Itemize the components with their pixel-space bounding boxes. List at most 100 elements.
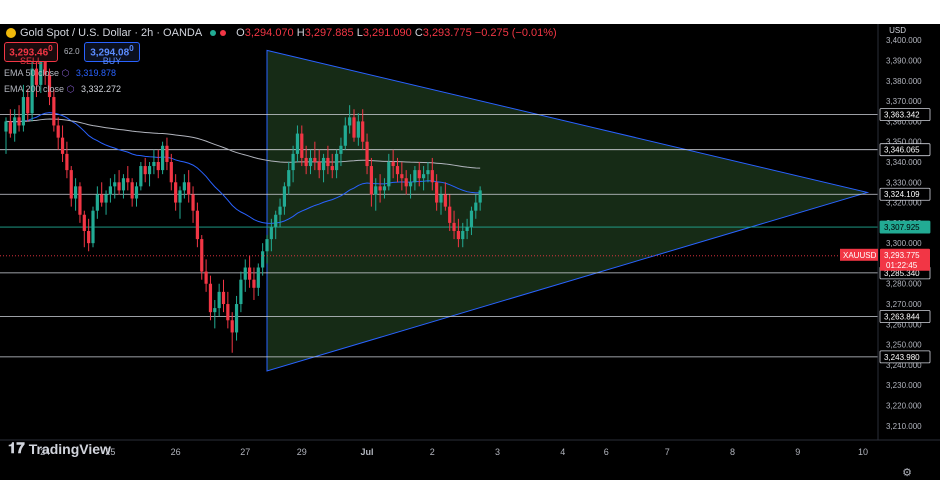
candle-21: [95, 186, 99, 219]
candle-body-73: [321, 157, 326, 171]
candle-39: [174, 174, 178, 211]
candle-67: [295, 125, 300, 162]
candle-body-40: [178, 190, 182, 203]
candle-43: [191, 186, 195, 223]
x-tick-label-3: 27: [240, 447, 250, 457]
candle-19: [87, 218, 91, 252]
candle-body-62: [274, 214, 278, 227]
y-tick-label-9: 3,300.000: [886, 239, 922, 248]
candle-34: [152, 149, 156, 175]
candle-99: [435, 174, 439, 211]
candle-92: [404, 170, 408, 195]
candle-66: [291, 145, 295, 183]
candle-35: [156, 149, 160, 179]
ema50-line: [5, 112, 481, 224]
y-tick-label-2: 3,230.000: [886, 381, 922, 390]
candle-90: [395, 157, 400, 183]
candle-58: [256, 263, 260, 296]
candle-28: [126, 166, 130, 191]
price-change: −0.275 (−0.01%): [474, 27, 557, 39]
candle-body-49: [217, 291, 221, 309]
y-tick-label-5: 3,260.000: [886, 320, 922, 329]
candle-77: [339, 137, 343, 167]
candle-15: [69, 166, 73, 207]
currency-label[interactable]: USD: [889, 26, 906, 35]
indicator-ema50[interactable]: EMA 50 close ⬡ 3,319.878: [4, 68, 116, 78]
candle-body-80: [352, 117, 356, 138]
y-tick-label-4: 3,250.000: [886, 341, 922, 350]
candle-86: [378, 174, 382, 203]
candle-10: [47, 68, 52, 106]
candle-50: [221, 279, 226, 313]
y-tick-label-6: 3,270.000: [886, 300, 922, 309]
candle-body-6: [30, 68, 34, 114]
ema200-settings-icon[interactable]: ⬡: [66, 84, 75, 94]
candle-body-42: [187, 182, 191, 195]
candle-body-104: [456, 230, 460, 240]
candle-body-12: [56, 125, 60, 138]
candle-body-96: [422, 174, 426, 179]
candle-body-70: [308, 157, 313, 167]
candle-body-102: [448, 206, 452, 223]
candle-25: [113, 174, 117, 199]
candle-body-0: [4, 121, 8, 132]
candle-82: [361, 109, 365, 150]
candle-body-65: [287, 170, 291, 187]
x-tick-label-2: 26: [171, 447, 181, 457]
candle-body-89: [391, 161, 395, 167]
indicator-ema200[interactable]: EMA 200 close ⬡ 3,332.272: [4, 84, 121, 94]
market-open-dot-icon: [210, 30, 217, 36]
y-tick-label-15: 3,360.000: [886, 117, 922, 126]
tradingview-logo-icon: 𝟏𝟕: [8, 440, 25, 457]
candle-body-23: [104, 194, 108, 203]
candle-49: [217, 283, 221, 317]
data-status-dot-icon: [220, 30, 227, 36]
candle-53: [234, 295, 239, 341]
candle-body-64: [282, 186, 286, 207]
price-chart[interactable]: 3,210.000 3,220.000 3,230.000 3,240.000 3,25…: [0, 24, 940, 480]
gold-coin-icon: [6, 28, 16, 38]
candle-body-5: [26, 97, 30, 114]
candle-body-2: [13, 117, 17, 134]
candle-26: [117, 170, 121, 195]
candle-69: [304, 145, 308, 175]
candle-70: [308, 149, 313, 175]
candle-2: [13, 109, 17, 142]
candle-body-56: [248, 267, 252, 280]
sell-button[interactable]: 3,293.460 SELL: [4, 42, 58, 66]
candle-body-98: [430, 170, 434, 183]
candle-body-44: [195, 210, 199, 240]
x-tick-label-11: 8: [730, 447, 735, 457]
ema50-settings-icon[interactable]: ⬡: [61, 68, 70, 78]
candle-body-39: [174, 182, 178, 203]
candle-body-21: [95, 194, 99, 211]
candle-107: [469, 206, 474, 236]
candle-body-91: [400, 174, 404, 179]
chart-plot[interactable]: 3,210.000 3,220.000 3,230.000 3,240.000 3,25…: [0, 24, 940, 480]
candle-37: [165, 137, 169, 171]
y-tick-label-3: 3,240.000: [886, 361, 922, 370]
candle-7: [34, 56, 39, 98]
settings-gear-icon[interactable]: ⚙: [902, 467, 912, 479]
candle-body-75: [330, 166, 334, 171]
candle-76: [335, 149, 339, 179]
candle-body-35: [156, 161, 160, 171]
buy-button[interactable]: 3,294.080 BUY: [84, 42, 140, 66]
candle-body-67: [295, 133, 300, 154]
candle-97: [426, 161, 430, 183]
candle-body-53: [234, 304, 239, 333]
candle-74: [326, 145, 330, 175]
x-tick-label-1: 25: [105, 447, 115, 457]
candle-body-48: [213, 308, 217, 313]
candle-body-38: [169, 161, 173, 183]
symbol-title[interactable]: Gold Spot / U.S. Dollar · 2h · OANDA: [20, 27, 203, 39]
y-tick-label-12: 3,330.000: [886, 178, 922, 187]
candle-body-103: [452, 222, 456, 231]
candle-body-107: [469, 210, 474, 227]
candle-59: [261, 243, 265, 276]
candle-87: [382, 178, 387, 199]
candle-88: [387, 153, 391, 191]
candle-24: [108, 178, 112, 203]
candle-body-15: [69, 170, 73, 199]
candle-body-92: [404, 178, 408, 187]
